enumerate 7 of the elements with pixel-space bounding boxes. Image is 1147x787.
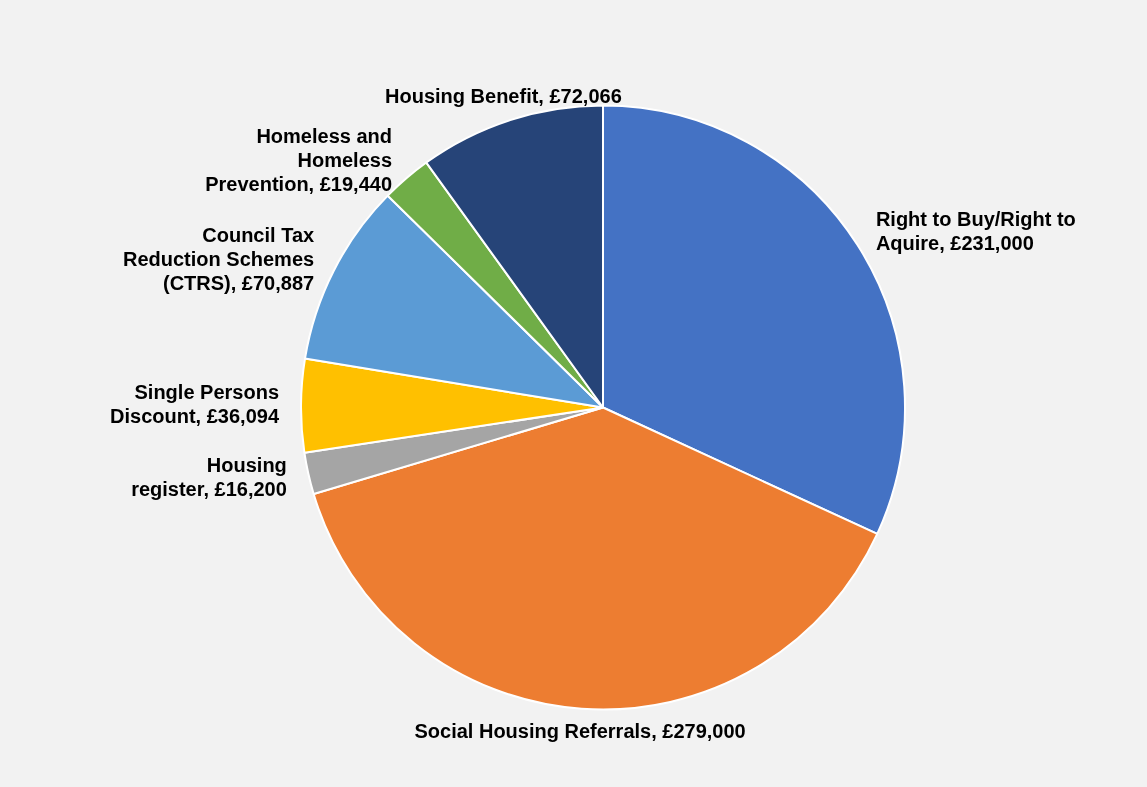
slice-label: Council Tax Reduction Schemes (CTRS), £70,887 — [122, 224, 315, 295]
slice-label: Right to Buy/Right to Aquire, £231,000 — [875, 208, 1076, 255]
slice-label: Housing Benefit, £72,066 — [385, 84, 622, 107]
slice-label: Single Persons Discount, £36,094 — [110, 380, 280, 427]
slice-label: Social Housing Referrals, £279,000 — [414, 720, 746, 743]
slice-label: Housing register, £16,200 — [131, 453, 287, 500]
slice-label: Homeless and Homeless Prevention, £19,440 — [205, 125, 393, 196]
